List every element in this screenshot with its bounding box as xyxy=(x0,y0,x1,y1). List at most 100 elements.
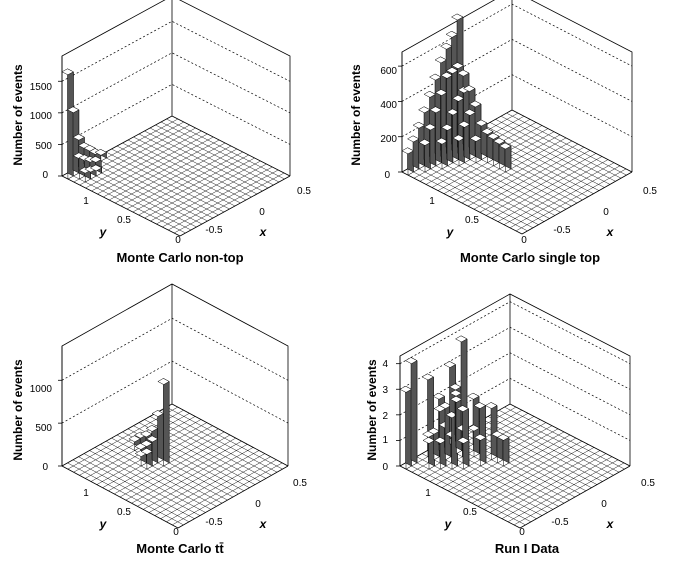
floor-gridline xyxy=(500,116,622,179)
bar-face-top xyxy=(456,437,470,444)
bar-face-right xyxy=(490,401,498,458)
panel-run1-data: Number of events 0 1 2 3 4 1 0.5 0 -0.5 … xyxy=(365,293,655,556)
bar-face-right xyxy=(67,68,74,177)
x-tick-0: 0 xyxy=(603,207,609,218)
bar-face-right xyxy=(163,377,170,464)
bar xyxy=(94,148,107,162)
panel-single-top: Number of events 0 200 400 600 1 0.5 0 -… xyxy=(349,0,657,265)
floor-gridline xyxy=(162,166,273,228)
panel-non-top: Number of events 0 500 1000 1500 1 0.5 0… xyxy=(11,0,311,265)
y-axis-label: y xyxy=(444,517,453,531)
floor-gridline xyxy=(168,169,279,231)
floor-gridline xyxy=(116,145,236,207)
floor-gridline xyxy=(166,406,283,470)
bar-face-top xyxy=(94,149,107,156)
bar xyxy=(429,106,443,167)
z-axis-label: Number of events xyxy=(349,64,363,166)
z-tick-1000: 1000 xyxy=(30,384,53,395)
floor-gridline xyxy=(467,143,579,207)
floor-gridline xyxy=(489,450,601,513)
floor-gridline xyxy=(479,150,591,213)
bar xyxy=(89,164,103,177)
panel-ttbar: Number of events 0 500 1000 1 0.5 0 -0.5… xyxy=(11,283,307,556)
panel-title: Monte Carlo tt̄ xyxy=(136,541,224,556)
x-tick-0.5: 0.5 xyxy=(643,186,657,197)
bar xyxy=(157,377,170,467)
floor-gridline xyxy=(497,159,609,222)
bar xyxy=(404,357,418,467)
floor-gridline xyxy=(150,160,261,222)
y-tick-0: 0 xyxy=(175,235,181,246)
floor-gridline xyxy=(131,441,242,504)
y-tick-0: 0 xyxy=(519,527,525,538)
z-tick-500: 500 xyxy=(35,423,52,434)
x-axis-label: x xyxy=(259,517,268,531)
x-axis-line xyxy=(521,171,633,235)
z-tick-0: 0 xyxy=(42,170,48,181)
bar xyxy=(406,135,420,173)
floor-gridline xyxy=(155,413,272,476)
z-axis-label: Number of events xyxy=(11,359,25,461)
bars xyxy=(399,335,510,470)
bar-face-top xyxy=(492,137,506,145)
floor-gridline xyxy=(173,172,285,234)
floor-gridline xyxy=(473,147,585,210)
x-axis-line xyxy=(519,465,631,529)
floor-gridline xyxy=(160,456,271,519)
x-tick-0: 0 xyxy=(259,207,265,218)
y-tick-0.5: 0.5 xyxy=(117,507,131,518)
bar-face-top xyxy=(466,392,480,400)
floor-gridline xyxy=(487,416,609,479)
floor-gridline xyxy=(138,133,258,195)
floor-gridline xyxy=(491,156,603,219)
wall-gridline xyxy=(399,301,631,365)
floor-gridline xyxy=(133,136,252,198)
floor-gridline xyxy=(489,122,611,185)
z-tick-500: 500 xyxy=(35,141,52,152)
floor-gridline xyxy=(155,124,274,186)
x-tick-0.5: 0.5 xyxy=(293,478,307,489)
bar-face-top xyxy=(468,100,482,108)
floor-gridline xyxy=(172,462,283,526)
floor-gridline xyxy=(498,410,620,473)
bar-face-top xyxy=(66,106,80,114)
bar-face-top xyxy=(480,128,494,135)
bar xyxy=(140,447,153,470)
floor-gridline xyxy=(148,450,260,513)
floor-gridline xyxy=(132,151,243,213)
x-axis-line xyxy=(179,175,291,237)
x-tick-neg0.5: -0.5 xyxy=(553,225,571,236)
wall-gridline xyxy=(61,317,289,381)
y-axis-label: y xyxy=(99,225,108,239)
x-tick-0: 0 xyxy=(255,499,261,510)
floor-gridline xyxy=(149,127,269,189)
z-tick-1: 1 xyxy=(382,435,388,446)
y-tick-1: 1 xyxy=(83,196,89,207)
x-tick-0.5: 0.5 xyxy=(641,478,655,489)
wall-gridline xyxy=(399,352,631,416)
wall-gridline xyxy=(61,20,291,82)
y-tick-0.5: 0.5 xyxy=(463,507,477,518)
z-tick-3: 3 xyxy=(382,385,388,396)
bar-face-top xyxy=(72,133,85,141)
bar-face-top xyxy=(421,373,435,381)
floor-gridline xyxy=(485,153,597,216)
floor-gridline xyxy=(477,444,589,507)
floor-gridline xyxy=(122,142,241,204)
y-axis-line xyxy=(399,465,521,529)
floor-gridline xyxy=(138,154,249,216)
floor-gridline xyxy=(143,447,254,510)
floor-gridline xyxy=(483,447,595,510)
bar-face-top xyxy=(462,85,476,92)
bar xyxy=(496,433,510,467)
y-tick-0: 0 xyxy=(173,527,179,538)
panel-title: Monte Carlo non-top xyxy=(116,250,243,265)
panel-title: Run I Data xyxy=(495,541,560,556)
bar-face-top xyxy=(61,68,74,76)
bar-face-top xyxy=(432,392,446,400)
panel-title: Monte Carlo single top xyxy=(460,250,600,265)
floor-gridline xyxy=(171,403,289,467)
bar xyxy=(473,433,487,467)
bar xyxy=(422,436,436,470)
floor-gridline xyxy=(484,125,605,188)
